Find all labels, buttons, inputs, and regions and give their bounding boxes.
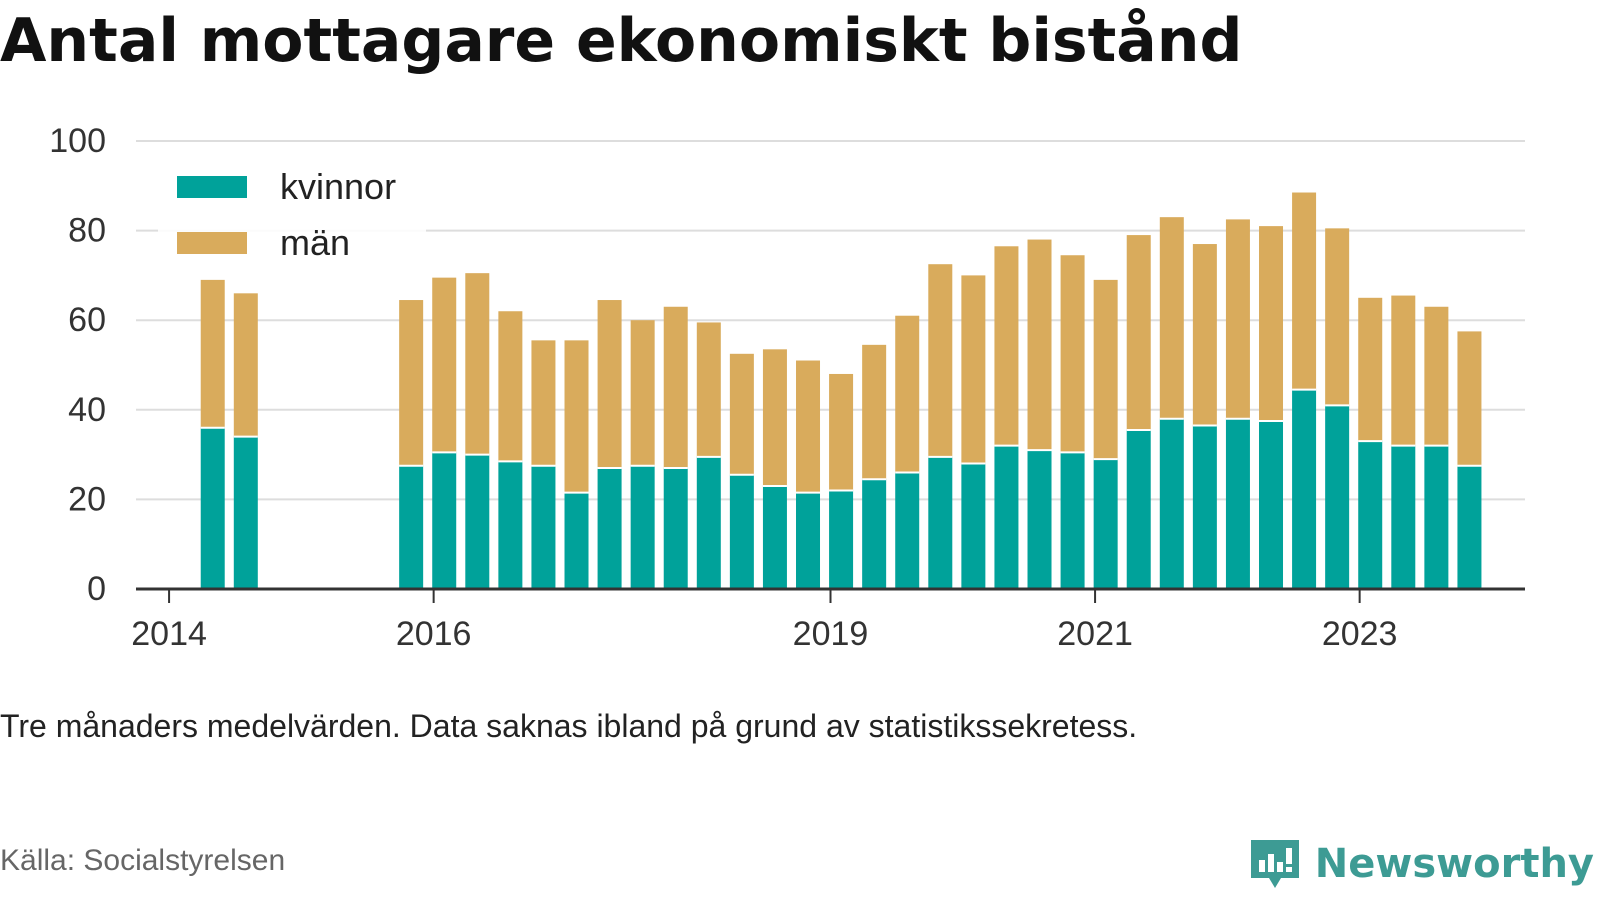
bar-man xyxy=(1159,217,1184,419)
chart-note: Tre månaders medelvärden. Data saknas ib… xyxy=(0,708,1138,744)
bar-man xyxy=(1358,297,1383,442)
bar-kvinnor xyxy=(994,445,1019,589)
y-tick-label: 0 xyxy=(87,570,106,608)
bar-man xyxy=(862,344,887,480)
bar-man xyxy=(928,264,953,457)
bar-kvinnor xyxy=(498,461,523,589)
bar-man xyxy=(1325,228,1350,406)
bar-man xyxy=(1259,226,1284,421)
bar-man xyxy=(1457,331,1482,466)
bar-kvinnor xyxy=(762,485,787,589)
legend-label: kvinnor xyxy=(280,166,396,207)
bar-kvinnor xyxy=(1060,452,1085,589)
bar-man xyxy=(1391,295,1416,446)
bar-kvinnor xyxy=(465,454,490,589)
bar-man xyxy=(1192,244,1217,426)
bar-kvinnor xyxy=(829,490,854,589)
bar-kvinnor xyxy=(1424,445,1449,589)
bar-kvinnor xyxy=(1093,459,1118,589)
bar-man xyxy=(1126,235,1151,430)
bar-man xyxy=(630,320,655,466)
bar-kvinnor xyxy=(928,456,953,589)
bar-kvinnor xyxy=(1192,425,1217,589)
y-tick-label: 40 xyxy=(68,391,106,429)
x-tick-label: 2021 xyxy=(1057,615,1133,653)
bar-man xyxy=(465,273,490,455)
bar-kvinnor xyxy=(1225,418,1250,589)
bar-man xyxy=(1060,255,1085,453)
brand-logo[interactable]: Newsworthy xyxy=(1247,836,1594,892)
bar-man xyxy=(829,373,854,491)
bar-kvinnor xyxy=(1457,465,1482,589)
bar-kvinnor xyxy=(531,465,556,589)
bar-man xyxy=(1225,219,1250,419)
bar-man xyxy=(498,311,523,462)
bar-man xyxy=(729,353,754,475)
bar-kvinnor xyxy=(895,472,920,589)
bar-man xyxy=(597,300,622,469)
bar-man xyxy=(200,279,225,428)
bar-man xyxy=(961,275,986,464)
x-tick-label: 2019 xyxy=(793,615,869,653)
legend-label: män xyxy=(280,222,350,263)
bar-kvinnor xyxy=(961,463,986,589)
bar-man xyxy=(895,315,920,473)
bar-man xyxy=(399,300,424,466)
legend-swatch xyxy=(177,232,247,254)
bar-kvinnor xyxy=(1325,405,1350,589)
bar-man xyxy=(531,340,556,466)
bar-man xyxy=(994,246,1019,446)
bar-man xyxy=(1027,239,1052,451)
x-tick-label: 2016 xyxy=(396,615,472,653)
bar-kvinnor xyxy=(233,436,258,589)
bar-kvinnor xyxy=(1292,389,1317,589)
bar-kvinnor xyxy=(796,492,821,589)
bar-man xyxy=(1093,279,1118,460)
bar-kvinnor xyxy=(729,474,754,589)
bar-man xyxy=(762,349,787,486)
bar-kvinnor xyxy=(1159,418,1184,589)
y-tick-label: 100 xyxy=(49,122,106,160)
bar-kvinnor xyxy=(862,479,887,589)
bar-kvinnor xyxy=(1027,450,1052,589)
y-tick-label: 80 xyxy=(68,212,106,250)
bar-kvinnor xyxy=(597,468,622,589)
bar-man xyxy=(1424,306,1449,446)
bar-kvinnor xyxy=(630,465,655,589)
y-tick-label: 20 xyxy=(68,480,106,518)
newsworthy-logo-icon xyxy=(1250,840,1299,888)
bar-kvinnor xyxy=(1259,421,1284,589)
bar-kvinnor xyxy=(696,456,721,589)
bar-kvinnor xyxy=(1391,445,1416,589)
bar-man xyxy=(233,293,258,437)
x-tick-label: 2014 xyxy=(131,615,207,653)
bar-kvinnor xyxy=(200,427,225,589)
bar-kvinnor xyxy=(1358,441,1383,589)
bar-man xyxy=(432,277,457,453)
x-tick-label: 2023 xyxy=(1322,615,1398,653)
bar-man xyxy=(796,360,821,493)
chart-title: Antal mottagare ekonomiskt bistånd xyxy=(0,6,1243,76)
bar-chart: 0 20 40 60 80 100 2014 2016 2019 2021 2023 kvinnor m… xyxy=(49,122,1525,653)
bar-man xyxy=(1292,192,1317,390)
bar-kvinnor xyxy=(663,468,688,589)
bar-kvinnor xyxy=(432,452,457,589)
brand-name: Newsworthy xyxy=(1314,841,1594,887)
bar-kvinnor xyxy=(399,465,424,589)
bar-man xyxy=(564,340,589,493)
source-label: Källa: Socialstyrelsen xyxy=(0,844,286,877)
bar-man xyxy=(696,322,721,457)
bar-man xyxy=(663,306,688,469)
y-tick-label: 60 xyxy=(68,301,106,339)
bar-kvinnor xyxy=(1126,429,1151,589)
bar-kvinnor xyxy=(564,492,589,589)
legend-swatch xyxy=(177,176,247,198)
